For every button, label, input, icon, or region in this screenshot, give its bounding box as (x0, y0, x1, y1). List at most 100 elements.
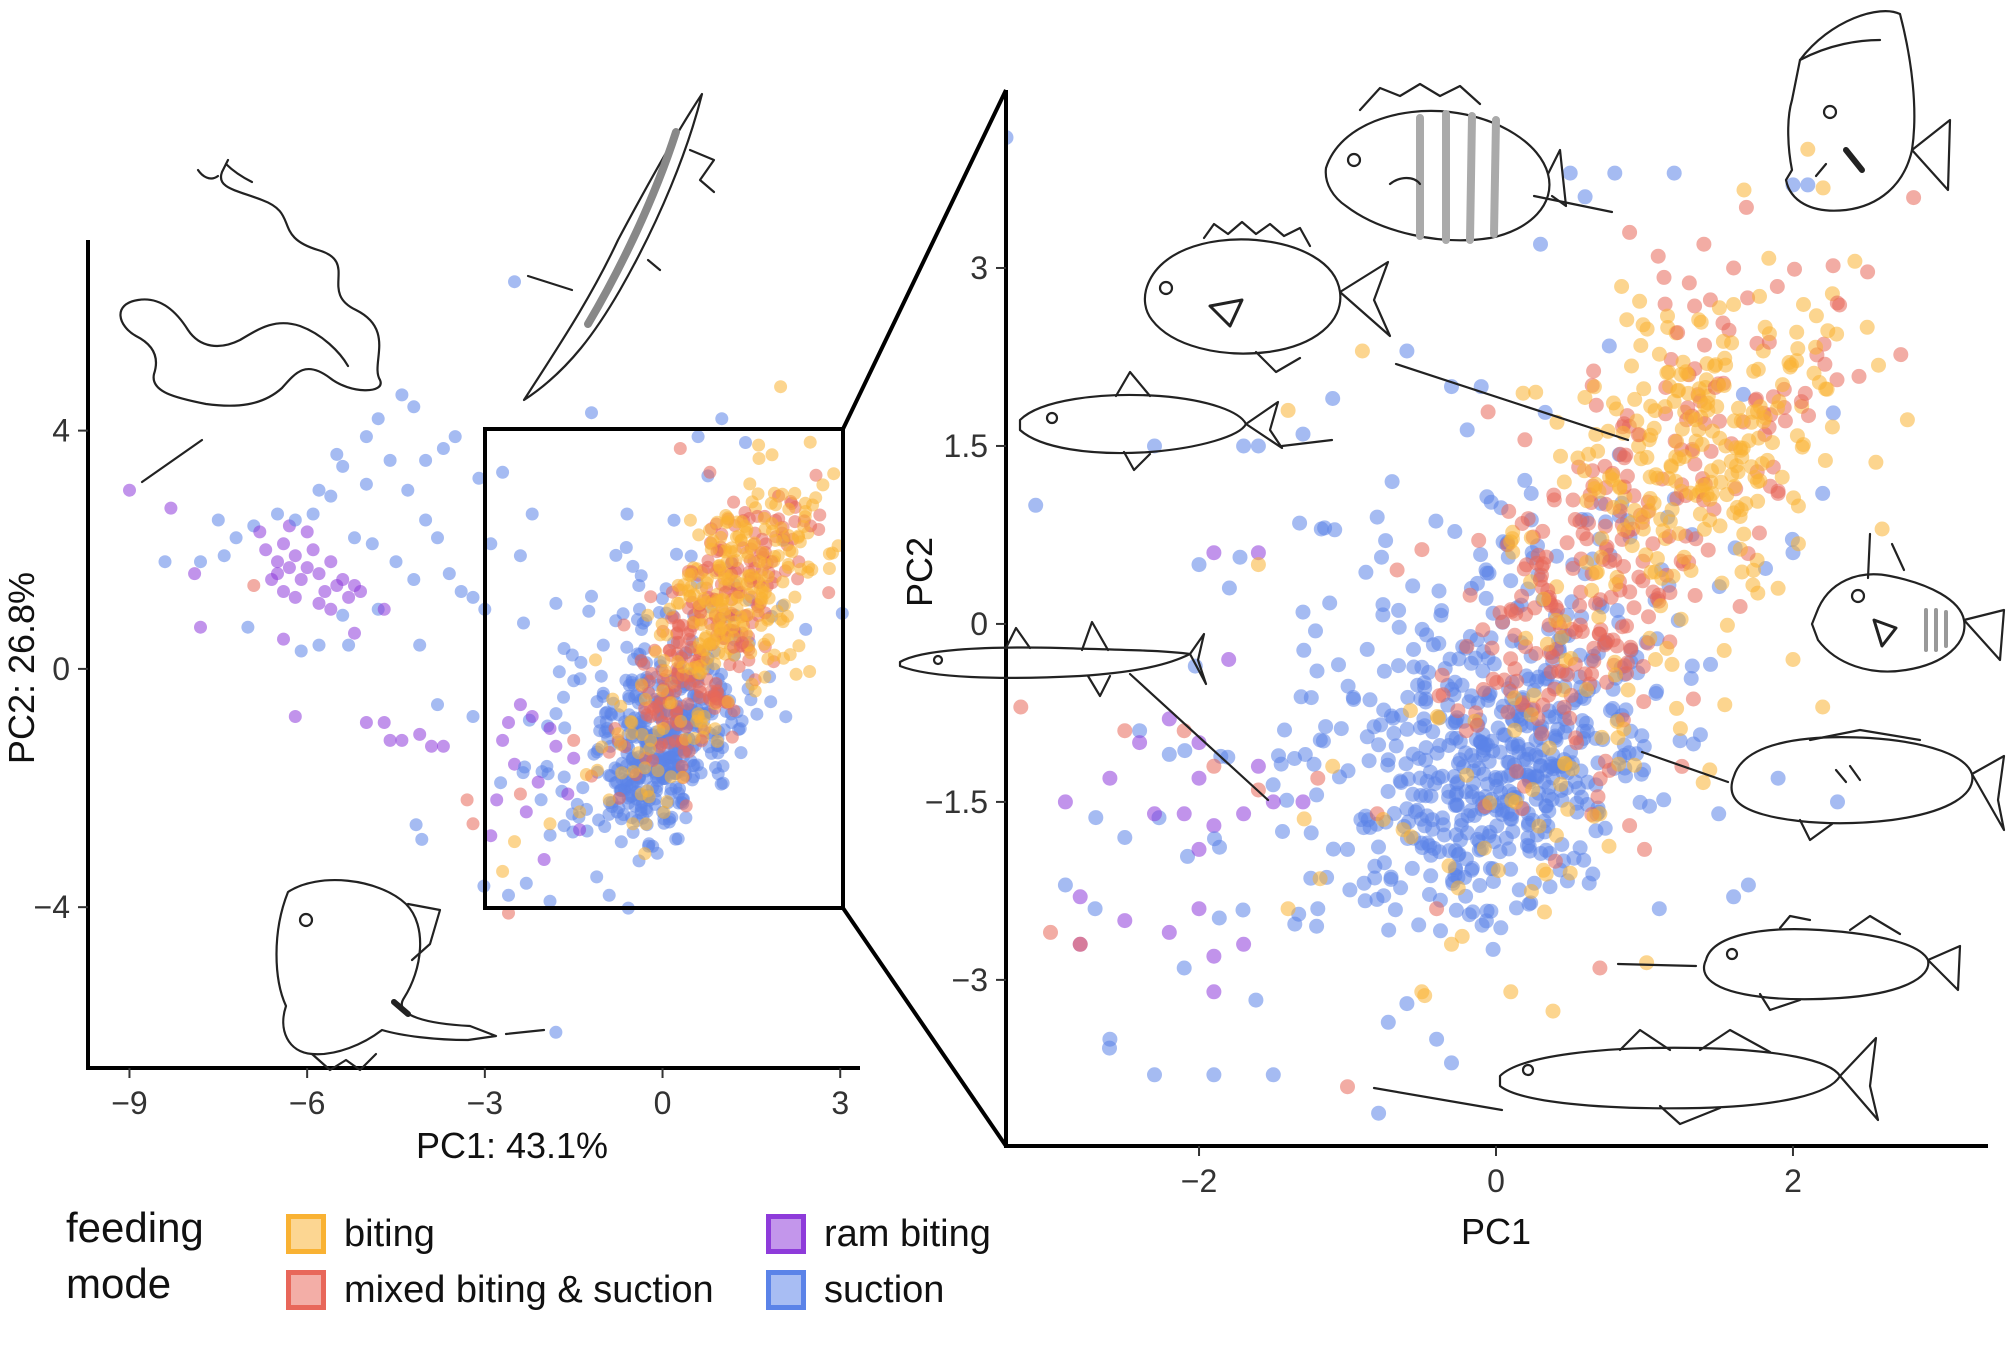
zoom-point-suction (1318, 719, 1334, 735)
zoom-point-mixed (1893, 347, 1909, 363)
overview-point-biting (626, 817, 640, 831)
zoom-point-mixed (1685, 691, 1701, 707)
zoom-point-ram (1191, 901, 1207, 917)
zoom-point-mixed (1622, 818, 1638, 834)
overview-point-suction (631, 613, 644, 627)
zoom-point-suction (1386, 725, 1402, 741)
overview-point-biting (761, 613, 775, 627)
zoom-point-biting (1752, 288, 1767, 304)
overview-point-biting (743, 477, 757, 491)
zoom-point-mixed (1616, 559, 1631, 574)
zoom-point-mixed (1462, 587, 1478, 603)
zoom-point-suction (1411, 917, 1427, 933)
overview-point-biting (683, 589, 697, 603)
zoom-point-mixed (1688, 531, 1704, 547)
zoom-point-suction (1618, 768, 1633, 784)
zoom-point-suction (1391, 658, 1406, 674)
zoom-point-suction (1493, 920, 1509, 936)
zoom-point-suction (1422, 838, 1438, 854)
zoom-box (483, 427, 845, 910)
zoom-point-suction (1359, 729, 1375, 745)
overview-point-biting (710, 734, 724, 748)
zoom-point-mixed (1584, 666, 1600, 682)
zoom-point-biting (1682, 485, 1698, 501)
overview-point-biting (664, 696, 678, 710)
zoom-point-mixed (1500, 704, 1516, 720)
overview-point-biting (769, 498, 783, 512)
zoom-point-suction (1406, 659, 1422, 675)
zoom-point-suction (1087, 901, 1103, 917)
overview-point-mixed (683, 677, 697, 691)
overview-point-suction (549, 1025, 563, 1039)
overview-point-suction (288, 513, 302, 527)
overview-point-biting (496, 864, 510, 878)
zoom-point-suction (1333, 721, 1349, 737)
overview-point-suction (552, 665, 566, 679)
zoom-point-suction (1340, 678, 1356, 694)
zoom-point-biting (1659, 365, 1675, 381)
overview-point-biting (673, 596, 686, 610)
zoom-point-biting (1557, 756, 1573, 771)
overview-point-suction (574, 655, 588, 669)
overview-point-suction (609, 548, 623, 562)
overview-point-biting (712, 646, 726, 660)
zoom-point-biting (1711, 459, 1727, 475)
overview-point-biting (679, 732, 692, 746)
overview-point-suction (594, 669, 608, 683)
overview-point-ram (573, 823, 587, 837)
overview-point-biting (611, 727, 625, 741)
overview-point-suction (663, 750, 677, 764)
parrotfish-pointer (1640, 750, 1730, 784)
zoom-point-mixed (1618, 447, 1634, 463)
zoom-point-biting (1899, 412, 1915, 428)
zoom-point-mixed (1431, 688, 1447, 704)
zoom-point-suction (1464, 862, 1480, 878)
overview-point-ram (508, 757, 521, 771)
zoom-point-mixed (1459, 639, 1475, 654)
overview-point-biting (655, 617, 669, 631)
zoom-point-biting (1668, 449, 1684, 465)
overview-point-suction (496, 465, 510, 479)
overview-point-biting (579, 768, 593, 781)
zoom-point-biting (1642, 469, 1658, 485)
zoom-point-biting (1716, 378, 1732, 393)
zoom-point-biting (1635, 521, 1651, 537)
zoom-point-biting (1695, 775, 1711, 791)
zoom-point-mixed (1475, 682, 1491, 697)
zoom-point-ram (1191, 841, 1207, 857)
zoom-point-suction (1431, 635, 1447, 651)
zoom-point-biting (1662, 378, 1678, 394)
zoom-point-biting (1651, 346, 1667, 362)
overview-point-ram (312, 596, 326, 610)
overview-point-suction (534, 793, 548, 807)
legend-item-ram: ram biting (766, 1208, 991, 1260)
zoom-point-mixed (1532, 572, 1548, 588)
overview-point-suction (582, 604, 596, 618)
zoom-point-biting (1523, 707, 1539, 723)
zoom-point-suction (1609, 603, 1625, 618)
zoom-point-suction (1292, 515, 1308, 531)
legend-item-suction: suction (766, 1264, 944, 1316)
zoom-point-suction (1685, 736, 1701, 752)
overview-point-mixed (681, 697, 695, 711)
zoom-point-suction (1383, 869, 1399, 885)
zoom-point-suction (1309, 918, 1325, 934)
zoom-point-suction (1400, 771, 1416, 787)
overview-point-suction (557, 770, 571, 784)
overview-point-biting (710, 515, 724, 529)
zoom-point-biting (1570, 450, 1586, 466)
overview-point-suction (516, 766, 530, 780)
zoom-point-suction (1265, 1067, 1281, 1083)
zoom-point-suction (1666, 165, 1682, 181)
overview-point-biting (626, 765, 640, 779)
zoom-point-ram (1221, 652, 1237, 667)
zoom-point-suction (1177, 743, 1193, 759)
zoom-point-suction (1703, 656, 1718, 672)
zoom-point-biting (1312, 871, 1328, 887)
zoom-point-suction (1475, 663, 1491, 679)
zoom-point-biting (1800, 141, 1816, 157)
zoom-point-ram (1206, 818, 1222, 834)
overview-point-biting (728, 544, 742, 558)
zoom-point-suction (1632, 794, 1648, 810)
zoom-point-mixed (1340, 1079, 1355, 1095)
